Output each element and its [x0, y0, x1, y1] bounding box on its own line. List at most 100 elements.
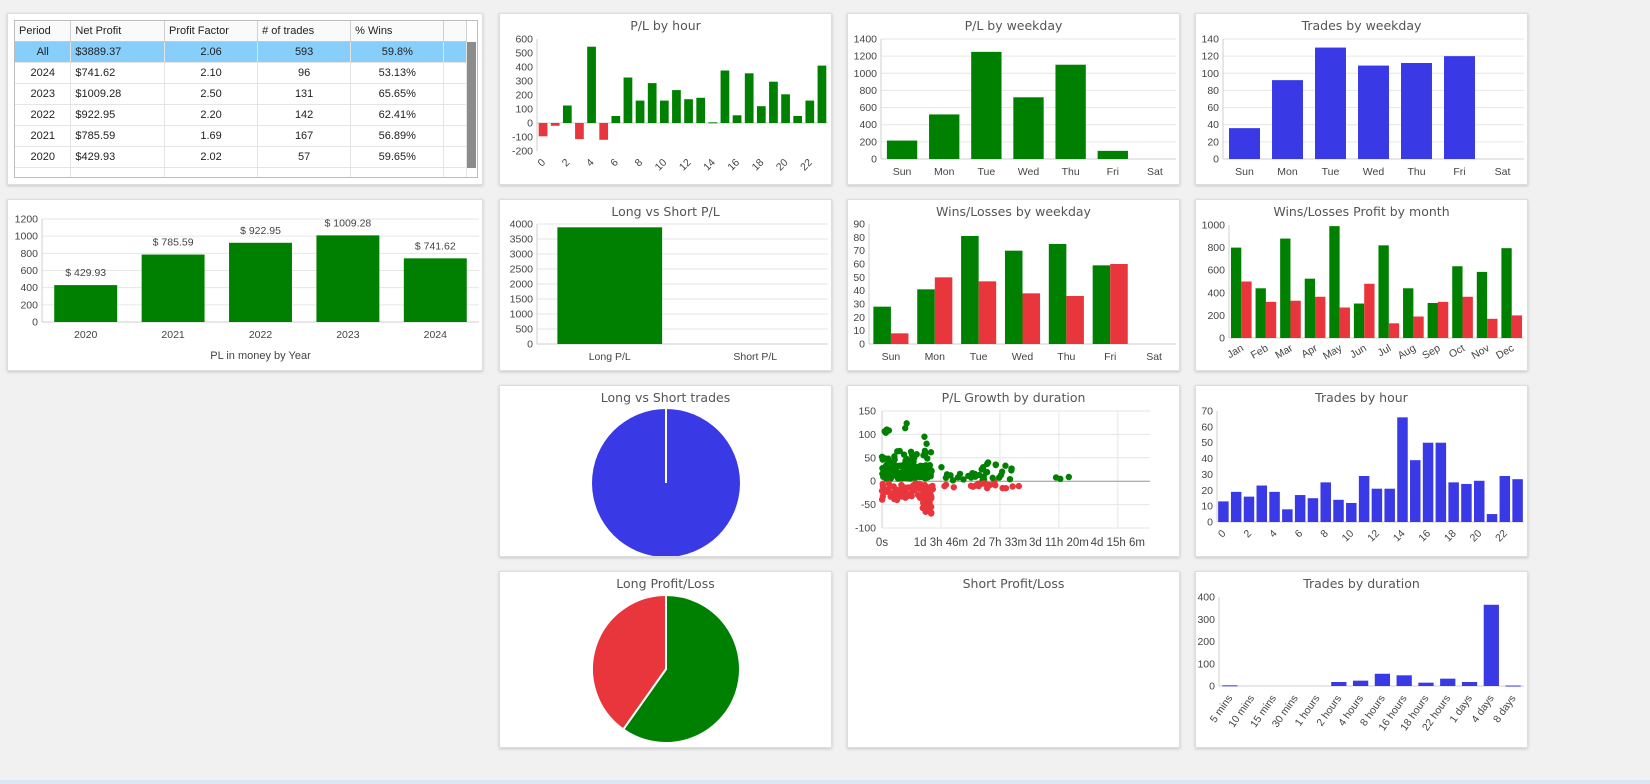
bar — [1505, 685, 1521, 687]
bar — [1511, 315, 1523, 338]
bar — [1280, 238, 1291, 338]
col-wins[interactable]: % Wins — [350, 21, 445, 42]
chart-panel-trades-by-duration: Trades by duration 400 300 200 100 0 5 mins 10… — [1195, 571, 1528, 748]
y-tick-label: 0 — [527, 339, 533, 351]
table-row[interactable]: 2024 $741.62 2.10 96 53.13% — [15, 62, 467, 84]
col-profit-factor[interactable]: Profit Factor — [164, 21, 259, 42]
scatter-point — [919, 504, 926, 512]
table-row[interactable]: 2023 $1009.28 2.50 131 65.65% — [15, 83, 467, 105]
table-row[interactable]: 2022 $922.95 2.20 142 62.41% — [15, 104, 467, 126]
bar — [316, 235, 380, 322]
x-tick-label: 2023 — [336, 329, 360, 341]
bar — [1269, 491, 1280, 522]
data-label: $ 1009.28 — [325, 217, 372, 229]
x-tick-label: May — [1321, 342, 1345, 363]
x-tick-label: 6 — [1293, 528, 1306, 541]
table-row[interactable]: 2020 $429.93 2.02 57 59.65% — [15, 146, 467, 168]
bar — [1230, 247, 1242, 338]
bar — [1222, 685, 1238, 687]
bar — [599, 123, 609, 140]
x-tick-label: Sat — [1147, 166, 1163, 178]
scatter-point — [999, 484, 1006, 492]
y-tick-label: 1000 — [854, 68, 878, 80]
table-scrollbar[interactable] — [467, 42, 476, 168]
x-tick-label: Wed — [1363, 166, 1385, 178]
scatter-point — [927, 449, 935, 456]
scatter-point — [914, 491, 922, 499]
bar — [890, 333, 909, 344]
bar — [708, 122, 718, 124]
bar — [732, 115, 742, 123]
data-label: $ 922.95 — [240, 225, 281, 237]
scatter-point — [972, 482, 979, 489]
table-header-row: Period Net Profit Profit Factor # of tra… — [15, 21, 467, 42]
y-tick-label: 1000 — [1202, 220, 1226, 232]
col-trades[interactable]: # of trades — [257, 21, 352, 42]
bar — [1110, 264, 1128, 344]
col-net-profit[interactable]: Net Profit — [70, 21, 166, 42]
bar — [1022, 293, 1041, 344]
bar — [805, 100, 815, 123]
x-tick-label: Sep — [1420, 342, 1442, 362]
y-tick-label: 70 — [853, 245, 865, 257]
bar — [1315, 47, 1346, 160]
scatter-point — [893, 496, 901, 504]
scatter-point — [923, 496, 930, 504]
bar — [1004, 250, 1023, 344]
scatter-point — [919, 487, 927, 494]
y-tick-label: 1000 — [15, 231, 39, 243]
x-tick-label: Short P/L — [733, 351, 777, 363]
y-tick-label: 200 — [859, 136, 877, 148]
performance-table: Period Net Profit Profit Factor # of tra… — [14, 20, 478, 178]
y-tick-label: 2500 — [510, 264, 534, 276]
scatter-point — [895, 470, 903, 478]
table-cell: 2.10 — [164, 62, 259, 84]
x-tick-label: Wed — [1018, 166, 1040, 178]
bar — [141, 254, 205, 322]
table-row[interactable]: All $3889.37 2.06 593 59.8% — [15, 41, 467, 63]
y-tick-label: 80 — [853, 232, 865, 244]
y-tick-label: 400 — [515, 62, 533, 74]
table-row[interactable]: 2021 $785.59 1.69 167 56.89% — [15, 125, 467, 147]
table-cell — [257, 167, 352, 177]
table-cell: 59.8% — [350, 41, 445, 63]
bar — [1444, 56, 1475, 160]
scatter-point — [880, 489, 887, 496]
x-tick-label: 14 — [701, 157, 718, 174]
x-tick-label: Fri — [1104, 351, 1116, 363]
table-cell: 62.41% — [350, 104, 445, 126]
data-label: $ 429.93 — [65, 267, 106, 279]
scatter-point — [901, 424, 909, 432]
bar — [934, 277, 953, 344]
scatter-point — [891, 453, 898, 460]
chart-panel-wins-losses-weekday: Wins/Losses by weekday 90 80 70 60 50 40 30 20 1… — [847, 199, 1180, 371]
y-tick-label: 0 — [871, 154, 877, 166]
bar — [587, 46, 596, 124]
scatter-point — [921, 433, 928, 440]
bar — [1384, 488, 1395, 522]
x-tick-label: 8 days — [1491, 693, 1519, 725]
table-cell: $3889.37 — [70, 41, 166, 63]
scatter-point — [943, 471, 951, 478]
bar — [1427, 302, 1438, 338]
y-tick-label: 70 — [1201, 406, 1213, 418]
y-tick-label: 80 — [1207, 85, 1219, 97]
data-label: $ 785.59 — [153, 237, 194, 249]
scatter-point — [950, 484, 957, 491]
table-cell: All — [15, 41, 72, 63]
scatter-point — [938, 463, 945, 471]
y-tick-label: 0 — [859, 339, 865, 351]
scatter-point — [883, 473, 890, 481]
col-period[interactable]: Period — [15, 21, 72, 42]
table-cell: 56.89% — [350, 125, 445, 147]
y-tick-label: 800 — [859, 85, 877, 97]
bar — [1256, 485, 1268, 522]
table-cell: 2.20 — [164, 104, 259, 126]
table-cell — [350, 167, 445, 177]
y-tick-label: 1200 — [854, 51, 878, 63]
y-tick-label: 40 — [1201, 453, 1213, 465]
bar — [1476, 271, 1488, 338]
scatter-point — [922, 475, 929, 482]
bar — [659, 100, 669, 123]
